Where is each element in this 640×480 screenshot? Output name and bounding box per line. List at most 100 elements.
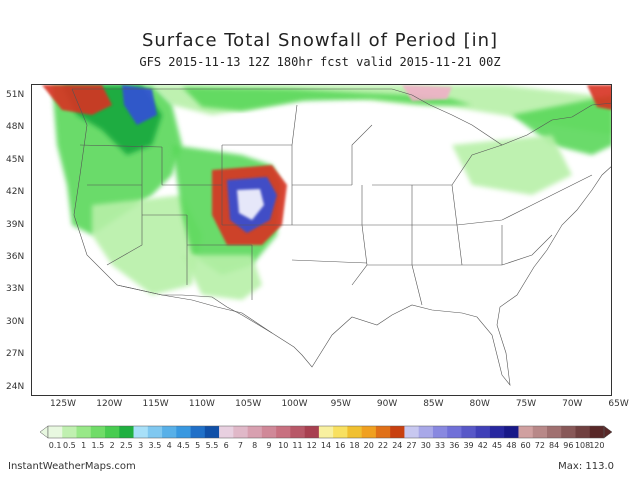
legend-swatch: [48, 426, 63, 438]
max-value: Max: 113.0: [558, 461, 614, 472]
boundary-layer: [71, 88, 611, 387]
legend-swatch: [119, 426, 134, 438]
legend-swatch: [290, 426, 305, 438]
legend-label: 0.5: [63, 441, 76, 450]
legend-label: 33: [434, 441, 446, 450]
legend-label: 18: [349, 441, 360, 450]
legend-border: [47, 425, 605, 439]
legend-swatch: [176, 426, 191, 438]
mexico-border: [116, 284, 273, 334]
state-lines: [79, 104, 593, 306]
lat-label: 48N: [6, 122, 25, 133]
lat-label: 45N: [6, 154, 25, 165]
legend-swatch: [390, 426, 405, 438]
legend-swatch: [575, 426, 591, 438]
legend-label: 5: [195, 441, 201, 450]
legend-swatch: [475, 426, 491, 438]
legend-label: 72: [534, 441, 545, 450]
legend-label: 108: [574, 441, 591, 450]
snow-greatlakes: [452, 135, 572, 195]
legend-swatch: [147, 426, 163, 438]
legend-swatch: [62, 426, 77, 438]
legend-label: 3: [138, 441, 144, 450]
legend-label: 22: [377, 441, 389, 450]
lon-label: 125W: [49, 399, 77, 409]
snowfall-map: [31, 84, 612, 396]
lat-label: 42N: [6, 187, 25, 198]
snow-canada-green: [182, 87, 472, 111]
legend-label: 2.5: [120, 441, 133, 450]
legend-label: 11: [292, 441, 303, 450]
lon-label: 65W: [608, 399, 629, 409]
legend-label: 16: [335, 441, 346, 450]
snow-nw-blue: [122, 85, 157, 125]
lat-label: 51N: [6, 90, 25, 100]
lon-label: 95W: [330, 399, 351, 409]
legend-label: 39: [463, 441, 474, 450]
legend-label: 3.5: [148, 441, 162, 450]
legend-swatch: [105, 426, 120, 438]
legend-swatch: [418, 426, 434, 438]
legend-swatch: [333, 426, 348, 438]
legend-label: 48: [506, 441, 517, 450]
legend-label: 12: [306, 441, 317, 450]
snow-fill-layer: [42, 85, 611, 300]
legend-swatch: [361, 426, 377, 438]
legend-labels: 0.1 0.5 1 1.5 2 2.5 3 3.5 4 4.5 5 5.5 6 7 8 9 10 11 12 14 16…: [0, 441, 640, 455]
map-subtitle: GFS 2015-11-13 12Z 180hr fcst valid 2015…: [139, 55, 501, 69]
snow-northeast: [512, 95, 611, 155]
legend-swatch: [261, 426, 277, 438]
legend-arrow-max: [603, 425, 612, 439]
snow-colorado-core: [237, 189, 264, 220]
lon-label: 110W: [188, 399, 215, 409]
legend-swatch: [546, 426, 562, 438]
lat-label: 27N: [6, 349, 25, 360]
snow-newmexico: [182, 255, 262, 300]
legend-swatch: [432, 426, 448, 438]
snow-ontario: [402, 85, 452, 101]
legend-swatch: [347, 426, 362, 438]
legend-swatch: [190, 426, 206, 438]
legend-swatch: [247, 426, 263, 438]
lon-label: 120W: [96, 399, 123, 409]
lon-label: 100W: [281, 399, 308, 409]
lat-label: 39N: [6, 219, 25, 230]
legend-swatch: [589, 426, 605, 438]
snow-nw-red: [42, 85, 112, 115]
legend-label: 2: [109, 441, 115, 450]
lon-label: 70W: [562, 399, 583, 409]
legend-label: 30: [420, 441, 431, 450]
legend-label: 1: [81, 441, 87, 450]
lon-label: 115W: [142, 399, 169, 409]
legend-swatch: [76, 426, 92, 438]
legend-swatch: [518, 426, 534, 438]
legend-label: 7: [237, 441, 243, 450]
legend-swatch: [532, 426, 548, 438]
legend-swatch: [461, 426, 476, 438]
snow-basin: [92, 195, 202, 295]
lon-label: 90W: [376, 399, 398, 409]
legend-swatch: [404, 426, 419, 438]
legend-label: 1.5: [91, 441, 105, 450]
legend-swatch: [233, 426, 248, 438]
legend-swatch: [447, 426, 462, 438]
legend-label: 9: [266, 441, 272, 450]
legend-label: 24: [392, 441, 403, 450]
legend-label: 6: [223, 441, 229, 450]
legend-swatch: [318, 426, 334, 438]
lat-label: 30N: [6, 316, 25, 327]
legend-label: 45: [491, 441, 503, 450]
legend-label: 36: [449, 441, 460, 450]
lat-label: 33N: [6, 284, 25, 295]
legend-label: 10: [278, 441, 289, 450]
legend-swatch: [489, 426, 505, 438]
legend-label: 20: [363, 441, 374, 450]
legend-label: 120: [589, 441, 605, 450]
legend-arrow-min: [40, 425, 49, 439]
lat-label: 36N: [6, 252, 25, 262]
legend-label: 0.1: [48, 441, 62, 450]
lon-label: 75W: [515, 399, 537, 409]
legend-swatch: [219, 426, 234, 438]
legend-label: 42: [477, 441, 488, 450]
legend-label: 27: [406, 441, 417, 450]
